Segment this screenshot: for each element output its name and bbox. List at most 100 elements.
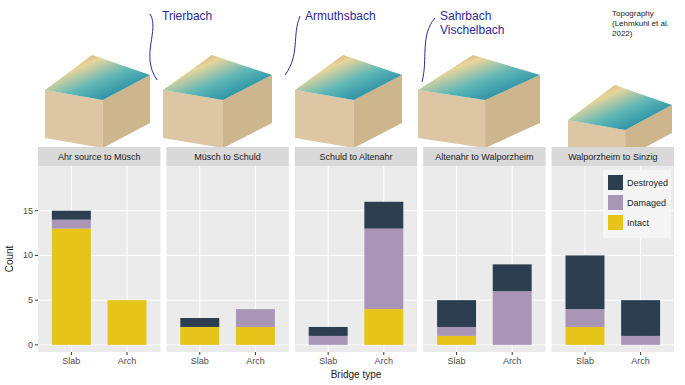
- bar-segment: [52, 211, 91, 220]
- bar-segment: [180, 318, 219, 327]
- facet: Altenahr to Walporzheim Slab Arch: [423, 147, 545, 366]
- facet: Walporzheim to Sinzig Slab Arch: [552, 147, 674, 366]
- y-axis-label: Count: [4, 245, 15, 272]
- chart: TrierbachArmuthsbachSahrbachVischelbachT…: [0, 0, 685, 385]
- grid-line: [423, 210, 545, 211]
- bar-segment: [437, 327, 476, 336]
- block-side: [45, 90, 103, 148]
- topography-block: [295, 55, 402, 148]
- bar-segment: [108, 300, 147, 301]
- grid-line: [166, 300, 288, 301]
- leader-line: [422, 18, 435, 82]
- grid-line-x: [328, 166, 329, 352]
- bars: [566, 255, 661, 344]
- bar-segment: [566, 309, 605, 327]
- bar-segment: [566, 327, 605, 345]
- x-tick: [383, 352, 384, 355]
- bars: [180, 309, 275, 345]
- x-tick-label: Slab: [576, 356, 594, 366]
- bar-segment: [437, 300, 476, 327]
- bar-segment: [108, 300, 147, 301]
- grid-line: [166, 255, 288, 256]
- annotation: 2022): [612, 29, 633, 38]
- x-tick: [255, 352, 256, 355]
- y-tick: [35, 344, 38, 345]
- legend-key: [608, 175, 623, 190]
- strip: [423, 147, 545, 166]
- x-axis-label: Bridge type: [331, 369, 382, 380]
- grid-line: [166, 210, 288, 211]
- strip: [38, 147, 160, 166]
- legend-bg: [603, 170, 671, 238]
- panel-bg: [552, 166, 674, 352]
- block-side: [418, 90, 485, 148]
- strip: [166, 147, 288, 166]
- x-tick-label: Slab: [448, 356, 466, 366]
- bars: [437, 264, 532, 344]
- bar-segment: [309, 336, 348, 345]
- panel-bg: [295, 166, 417, 352]
- legend-label: Damaged: [627, 198, 666, 208]
- bar-segment: [364, 309, 403, 345]
- bar-segment: [236, 327, 275, 345]
- bar-segment: [621, 300, 660, 336]
- strip-label: Altenahr to Walporzheim: [435, 152, 533, 162]
- panel-bg: [38, 166, 160, 352]
- x-tick: [584, 352, 585, 355]
- x-tick: [199, 352, 200, 355]
- strip: [295, 147, 417, 166]
- legend-label: Intact: [627, 218, 650, 228]
- strip-label: Walporzheim to Sinzig: [568, 152, 657, 162]
- x-tick-label: Arch: [375, 356, 394, 366]
- bars: [52, 211, 147, 345]
- legend-key: [608, 195, 623, 210]
- block-top: [568, 85, 672, 130]
- legend-key: [608, 215, 623, 230]
- bar-segment: [236, 309, 275, 310]
- y-tick: [35, 255, 38, 256]
- bar-segment: [180, 327, 219, 345]
- panel-bg: [166, 166, 288, 352]
- strip-label: Schuld to Altenahr: [319, 152, 392, 162]
- leader-line: [150, 14, 157, 80]
- topography-block: [418, 55, 540, 148]
- bar-segment: [437, 336, 476, 345]
- bars: [309, 202, 404, 345]
- topography-block: [45, 55, 150, 148]
- y-tick-label: 10: [23, 250, 33, 260]
- y-tick: [35, 300, 38, 301]
- x-tick-label: Arch: [246, 356, 265, 366]
- legend: Destroyed Damaged Intact: [603, 170, 671, 238]
- x-tick: [640, 352, 641, 355]
- annotation: Sahrbach: [440, 9, 491, 23]
- y-tick-label: 5: [28, 295, 33, 305]
- bar-segment: [566, 255, 605, 309]
- grid-line: [423, 255, 545, 256]
- y-tick-label: 15: [23, 206, 33, 216]
- x-tick: [328, 352, 329, 355]
- annotation: (Lehmkuhl et al.: [612, 19, 669, 28]
- annotation: Topography: [612, 9, 654, 18]
- x-tick-label: Arch: [118, 356, 137, 366]
- block-side: [163, 90, 223, 148]
- bar-segment: [364, 229, 403, 309]
- x-tick-label: Arch: [503, 356, 522, 366]
- facet: Schuld to AltenahrSlabArch: [295, 147, 417, 366]
- strip: [552, 147, 674, 166]
- y-tick-label: 0: [28, 340, 33, 350]
- y-tick: [35, 210, 38, 211]
- x-tick-label: Slab: [62, 356, 80, 366]
- x-tick: [127, 352, 128, 355]
- x-tick-label: Slab: [191, 356, 209, 366]
- panel-bg: [423, 166, 545, 352]
- topography-block: [163, 55, 272, 148]
- legend-label: Destroyed: [627, 178, 668, 188]
- facet: Ahr source to MüschSlabArch: [38, 147, 160, 366]
- x-tick: [71, 352, 72, 355]
- bar-segment: [621, 336, 660, 345]
- bar-segment: [52, 229, 91, 345]
- x-tick-label: Arch: [631, 356, 650, 366]
- block-top: [295, 55, 402, 100]
- block-top: [163, 55, 272, 100]
- x-tick: [456, 352, 457, 355]
